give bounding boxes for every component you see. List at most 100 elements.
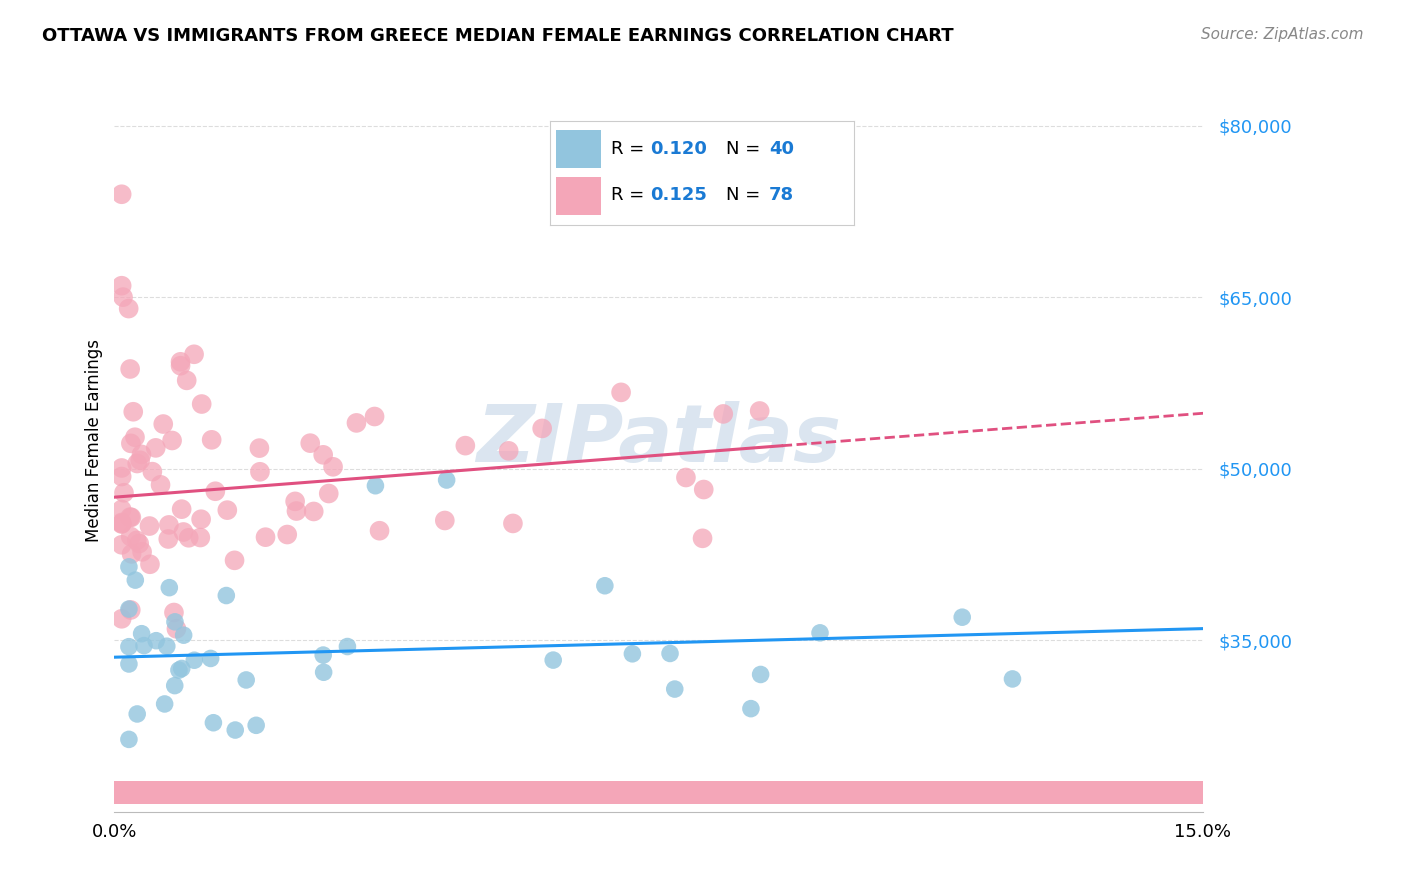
Point <box>276 527 298 541</box>
Point <box>363 409 385 424</box>
Point <box>312 665 335 680</box>
Point <box>170 661 193 675</box>
Point <box>302 504 325 518</box>
Point <box>748 404 770 418</box>
Point <box>610 385 633 400</box>
Point <box>336 640 359 654</box>
Point <box>693 483 716 497</box>
Point <box>118 657 141 671</box>
Point <box>433 514 456 528</box>
Point <box>498 443 520 458</box>
Point <box>346 416 368 430</box>
Point <box>111 516 134 530</box>
FancyBboxPatch shape <box>0 780 1406 804</box>
Point <box>749 667 772 681</box>
Point <box>593 579 616 593</box>
Point <box>124 430 146 444</box>
Point <box>167 663 190 677</box>
Point <box>138 519 160 533</box>
Point <box>124 573 146 587</box>
Point <box>120 603 142 617</box>
Point <box>299 436 322 450</box>
Point <box>659 647 682 661</box>
Point <box>131 545 153 559</box>
Point <box>163 679 186 693</box>
Point <box>157 532 180 546</box>
Text: Immigrants from Greece: Immigrants from Greece <box>738 783 942 801</box>
Point <box>235 673 257 687</box>
Point <box>163 606 186 620</box>
Point <box>202 715 225 730</box>
Point <box>129 453 152 467</box>
Point <box>541 653 564 667</box>
Point <box>153 697 176 711</box>
Point <box>188 531 211 545</box>
Point <box>183 653 205 667</box>
Point <box>169 355 191 369</box>
Point <box>163 615 186 629</box>
Point <box>156 639 179 653</box>
Point <box>120 510 142 524</box>
Point <box>118 602 141 616</box>
Point <box>675 470 697 484</box>
Point <box>204 484 226 499</box>
Point <box>118 640 141 654</box>
Text: Source: ZipAtlas.com: Source: ZipAtlas.com <box>1201 27 1364 42</box>
Point <box>200 651 222 665</box>
Point <box>165 622 187 636</box>
Point <box>157 581 180 595</box>
Point <box>111 612 134 626</box>
Point <box>111 187 134 202</box>
Point <box>711 407 734 421</box>
Point <box>1001 672 1024 686</box>
Point <box>111 461 134 475</box>
Point <box>157 517 180 532</box>
Point <box>808 625 831 640</box>
Point <box>132 639 155 653</box>
Point <box>149 478 172 492</box>
Point <box>152 417 174 431</box>
Point <box>120 510 142 524</box>
Point <box>139 558 162 572</box>
Point <box>621 647 644 661</box>
Point <box>173 628 195 642</box>
Point <box>128 536 150 550</box>
Point <box>125 533 148 548</box>
Point <box>118 560 141 574</box>
Point <box>284 494 307 508</box>
Point <box>183 347 205 361</box>
Point <box>131 626 153 640</box>
Point <box>245 718 267 732</box>
Point <box>740 701 762 715</box>
Point <box>112 485 135 500</box>
Point <box>120 530 142 544</box>
Point <box>145 633 167 648</box>
Point <box>950 610 973 624</box>
Point <box>247 441 270 455</box>
Point <box>664 681 686 696</box>
Point <box>249 465 271 479</box>
Point <box>318 486 340 500</box>
Text: ZIPatlas: ZIPatlas <box>477 401 841 479</box>
Point <box>215 589 238 603</box>
Point <box>364 479 387 493</box>
Point <box>122 405 145 419</box>
Point <box>502 516 524 531</box>
Point <box>224 723 246 737</box>
Point <box>111 516 134 531</box>
Point <box>111 502 134 516</box>
Point <box>312 648 335 662</box>
Point <box>692 532 714 546</box>
Point <box>170 502 193 516</box>
Point <box>112 290 135 304</box>
Point <box>160 434 183 448</box>
Point <box>118 301 141 316</box>
FancyBboxPatch shape <box>0 780 1406 804</box>
Text: OTTAWA VS IMMIGRANTS FROM GREECE MEDIAN FEMALE EARNINGS CORRELATION CHART: OTTAWA VS IMMIGRANTS FROM GREECE MEDIAN … <box>42 27 953 45</box>
Point <box>169 359 191 373</box>
Point <box>172 524 194 539</box>
Point <box>127 706 149 721</box>
Point <box>312 448 335 462</box>
Point <box>254 530 277 544</box>
Point <box>111 469 134 483</box>
